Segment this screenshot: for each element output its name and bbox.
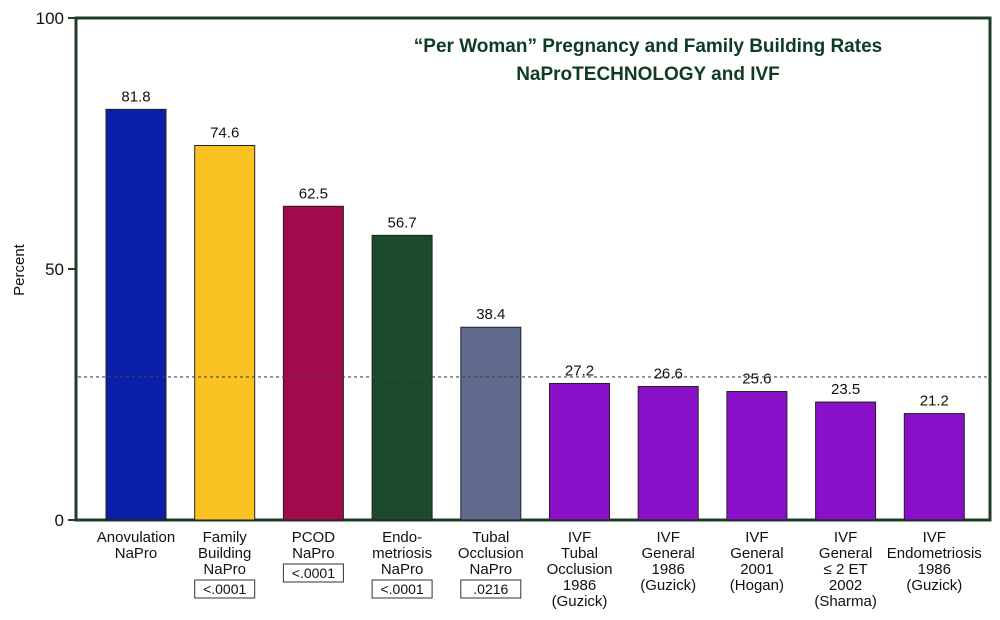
p-value-box	[460, 579, 522, 599]
bar	[903, 413, 965, 521]
chart-title: “Per Woman” Pregnancy and Family Buildin…	[414, 36, 882, 57]
bar	[105, 108, 167, 521]
category-label: 1986	[918, 561, 951, 578]
category-label: Family	[203, 529, 248, 546]
category-label: 1986	[652, 561, 685, 578]
category-label: 1986	[563, 577, 596, 594]
chart-subtitle: NaProTECHNOLOGY and IVF	[516, 64, 780, 85]
data-label: 25.6	[742, 370, 771, 387]
y-tick-label: 100	[36, 9, 64, 28]
category-label: (Guzick)	[906, 577, 962, 594]
p-value-box	[194, 579, 256, 599]
y-tick-label: 50	[45, 260, 64, 279]
bar	[371, 234, 433, 521]
data-label: 74.6	[210, 125, 239, 142]
bar	[282, 205, 344, 521]
bar	[194, 145, 256, 521]
category-label: (Guzick)	[552, 593, 608, 610]
category-label: NaPro	[115, 545, 158, 562]
category-label: IVF	[568, 529, 591, 546]
category-label: General	[642, 545, 695, 562]
category-label: Anovulation	[97, 529, 175, 546]
category-label: Endo-	[382, 529, 422, 546]
category-label: NaPro	[292, 545, 335, 562]
bar	[815, 401, 877, 521]
bar	[549, 382, 610, 521]
data-label: 26.6	[654, 365, 683, 382]
category-label: Tubal	[561, 545, 598, 562]
p-value-label: .0216	[473, 581, 508, 597]
category-label: (Guzick)	[640, 577, 696, 594]
category-label: Endometriosis	[887, 545, 982, 562]
category-label: IVF	[745, 529, 768, 546]
y-axis-label: Percent	[11, 243, 28, 296]
category-label: 2001	[740, 561, 773, 578]
category-label: Occlusion	[458, 545, 524, 562]
category-label: NaPro	[470, 561, 513, 578]
bar	[726, 390, 788, 521]
category-label: Occlusion	[547, 561, 613, 578]
category-label: NaPro	[203, 561, 246, 578]
category-label: (Sharma)	[814, 593, 877, 610]
bar	[637, 385, 699, 521]
p-value-label: <.0001	[203, 581, 246, 597]
data-label: 56.7	[387, 214, 416, 231]
category-label: Tubal	[472, 529, 509, 546]
category-label: (Hogan)	[730, 577, 784, 594]
p-value-box	[371, 579, 433, 599]
data-label: 21.2	[920, 393, 949, 410]
p-value-box	[282, 563, 344, 583]
category-label: General	[730, 545, 783, 562]
bar	[460, 326, 522, 521]
category-label: PCOD	[292, 529, 336, 546]
category-label: IVF	[923, 529, 946, 546]
category-label: ≤ 2 ET	[824, 561, 868, 578]
category-label: IVF	[657, 529, 680, 546]
data-label: 23.5	[831, 381, 860, 398]
category-label: NaPro	[381, 561, 424, 578]
data-label: 62.5	[299, 185, 328, 202]
category-label: General	[819, 545, 872, 562]
data-label: 27.2	[565, 362, 594, 379]
data-label: 38.4	[476, 306, 505, 323]
category-label: Building	[198, 545, 251, 562]
y-tick-label: 0	[55, 511, 64, 530]
category-label: metriosis	[372, 545, 432, 562]
p-value-label: <.0001	[380, 581, 423, 597]
category-label: 2002	[829, 577, 862, 594]
category-label: IVF	[834, 529, 857, 546]
p-value-label: <.0001	[292, 565, 335, 581]
data-label: 81.8	[121, 88, 150, 105]
